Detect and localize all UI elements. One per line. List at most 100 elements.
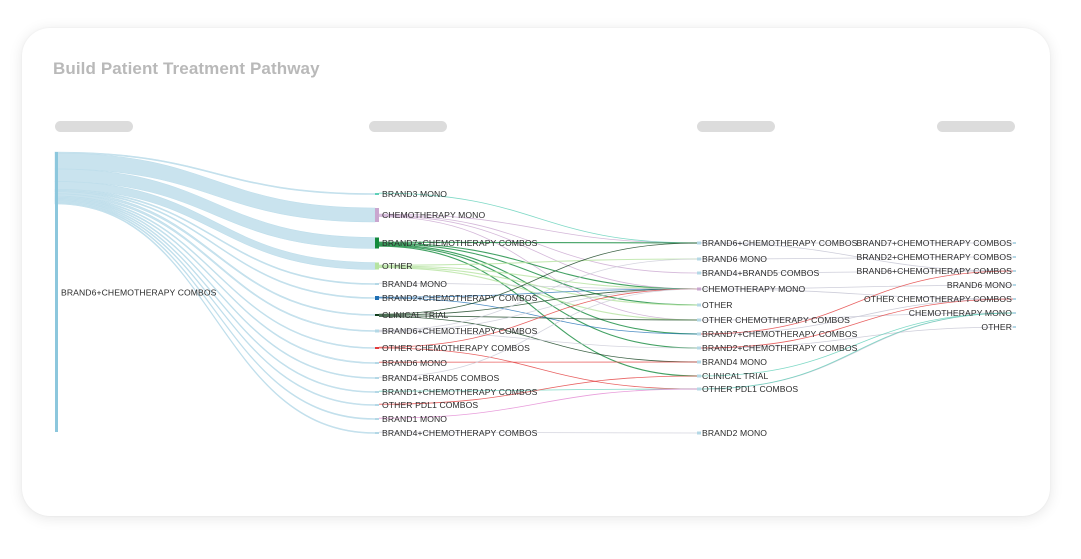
page-title: Build Patient Treatment Pathway [53, 59, 320, 78]
node-second-chemotherapy-mono[interactable] [375, 208, 379, 222]
node-second-brand6-chemotherapy-combos[interactable] [375, 329, 379, 333]
column-header-2 [369, 121, 447, 132]
flow-brand1-mono-to-other-pdl1-combos [378, 388, 698, 419]
node-second-brand7-chemotherapy-combos[interactable] [375, 237, 379, 249]
node-second-brand4-chemotherapy-combos[interactable] [375, 432, 379, 434]
flow-other-to-chemotherapy-mono [378, 265, 698, 290]
node-fourth-brand7-chemotherapy-combos[interactable] [1013, 242, 1016, 244]
node-third-other-chemotherapy-combos[interactable] [697, 318, 701, 322]
node-third-clinical-trial[interactable] [697, 374, 701, 378]
flow-brand2-chemotherapy-combos-to-other [700, 326, 1016, 349]
flow-brand7-chemotherapy-combos-to-other-chemotherapy-combos [700, 298, 1016, 335]
flow-brand7-chemotherapy-combos-to-other [378, 243, 698, 306]
node-second-brand6-mono[interactable] [375, 362, 379, 364]
node-third-brand4-brand5-combos[interactable] [697, 271, 701, 275]
node-fourth-other-chemotherapy-combos[interactable] [1013, 298, 1016, 300]
label-fourth-brand6-chemotherapy-combos: BRAND6+CHEMOTHERAPY COMBOS [857, 266, 1013, 276]
flow-brand7-chemotherapy-combos-to-clinical-trial [378, 245, 698, 377]
flow-brand7-chemotherapy-combos-to-brand2-chemotherapy-combos [378, 244, 698, 349]
node-third-brand6-mono[interactable] [697, 257, 701, 261]
node-third-chemotherapy-mono[interactable] [697, 287, 701, 291]
flow-accent-1 [700, 312, 1016, 390]
label-third-brand4-brand5-combos: BRAND4+BRAND5 COMBOS [702, 268, 819, 278]
node-third-other[interactable] [697, 303, 701, 307]
column-header-3 [697, 121, 775, 132]
label-second-brand7-chemotherapy-combos: BRAND7+CHEMOTHERAPY COMBOS [382, 238, 538, 248]
node-fourth-brand6-mono[interactable] [1013, 284, 1016, 286]
node-third-other-pdl1-combos[interactable] [697, 387, 701, 391]
label-second-other-pdl1-combos: OTHER PDL1 COMBOS [382, 400, 478, 410]
label-fourth-brand2-chemotherapy-combos: BRAND2+CHEMOTHERAPY COMBOS [857, 252, 1013, 262]
nodes [55, 152, 1016, 435]
label-second-brand1-chemotherapy-combos: BRAND1+CHEMOTHERAPY COMBOS [382, 387, 538, 397]
label-fourth-chemotherapy-mono: CHEMOTHERAPY MONO [909, 308, 1012, 318]
flow-brand6-chemotherapy-combos-to-brand2-chemotherapy-combos [378, 331, 698, 349]
flow-other-chemotherapy-combos-to-other-pdl1-combos [378, 347, 698, 390]
node-second-brand1-chemotherapy-combos[interactable] [375, 391, 379, 393]
node-second-brand4-mono[interactable] [375, 283, 379, 285]
node-second-brand4-brand5-combos[interactable] [375, 377, 379, 379]
label-second-brand6-mono: BRAND6 MONO [382, 358, 447, 368]
flow-accent-2 [700, 298, 1016, 349]
node-third-brand2-mono[interactable] [697, 431, 701, 435]
label-third-brand7-chemotherapy-combos: BRAND7+CHEMOTHERAPY COMBOS [702, 329, 858, 339]
node-labels: BRAND6+CHEMOTHERAPY COMBOS BRAND3 MONO CHE… [61, 189, 1012, 438]
node-third-brand4-mono[interactable] [697, 360, 701, 364]
flow-brand4-chemotherapy-combos-to-brand2-mono [378, 431, 698, 434]
flow-accent-0 [700, 312, 1016, 377]
node-third-brand2-chemotherapy-combos[interactable] [697, 346, 701, 350]
label-second-clinical-trial: CLINICAL TRIAL [382, 310, 448, 320]
flow-brand6-chemotherapy-combos-to-brand6-mono [378, 258, 698, 331]
flow-chemotherapy-mono-to-other-chemotherapy-combos [700, 288, 1016, 300]
label-second-brand4-mono: BRAND4 MONO [382, 279, 447, 289]
flow-accent-3 [700, 270, 1016, 335]
flow-brand6-mono-to-brand2-chemotherapy-combos [700, 256, 1016, 260]
flow-chemotherapy-mono-to-brand6-chemotherapy-combos [378, 213, 698, 244]
flow-chemotherapy-mono-to-brand4-brand5-combos [378, 214, 698, 274]
flow-clinical-trial-to-brand4-mono [378, 316, 698, 363]
links-second-to-third [378, 192, 698, 434]
label-fourth-brand6-mono: BRAND6 MONO [947, 280, 1012, 290]
flow-brand6-chemotherapy-combos-to-chemotherapy-mono [378, 288, 698, 332]
label-fourth-other-chemotherapy-combos: OTHER CHEMOTHERAPY COMBOS [864, 294, 1012, 304]
label-second-chemotherapy-mono: CHEMOTHERAPY MONO [382, 210, 485, 220]
flow-brand7-chemotherapy-combos-to-brand6-chemotherapy-combos [378, 241, 698, 244]
flow-clinical-trial-to-brand6-chemotherapy-combos [378, 242, 698, 315]
node-second-other-chemotherapy-combos[interactable] [375, 347, 379, 349]
node-fourth-brand6-chemotherapy-combos[interactable] [1013, 270, 1016, 272]
label-second-brand1-mono: BRAND1 MONO [382, 414, 447, 424]
node-second-brand3-mono[interactable] [375, 193, 379, 195]
node-fourth-brand2-chemotherapy-combos[interactable] [1013, 256, 1016, 258]
label-second-brand4-brand5-combos: BRAND4+BRAND5 COMBOS [382, 373, 499, 383]
flow-brand4-brand5-combos-to-brand6-chemotherapy-combos [700, 270, 1016, 274]
flow-other-chemotherapy-combos-to-chemotherapy-mono [378, 288, 698, 348]
flow-brand2-chemotherapy-combos-to-chemotherapy-mono [378, 288, 698, 298]
label-second-brand4-chemotherapy-combos: BRAND4+CHEMOTHERAPY COMBOS [382, 428, 538, 438]
node-second-brand2-chemotherapy-combos[interactable] [375, 296, 379, 300]
label-third-brand6-chemotherapy-combos: BRAND6+CHEMOTHERAPY COMBOS [702, 238, 858, 248]
flow-brand4-mono-to-chemotherapy-mono [378, 282, 698, 290]
flow-brand2-chemotherapy-combos-to-brand7-chemotherapy-combos [378, 297, 698, 335]
label-third-other-pdl1-combos: OTHER PDL1 COMBOS [702, 384, 798, 394]
node-second-brand1-mono[interactable] [375, 418, 379, 420]
node-second-clinical-trial[interactable] [375, 314, 379, 316]
node-fourth-chemotherapy-mono[interactable] [1013, 312, 1016, 314]
flow-brand7-chemotherapy-combos-to-chemotherapy-mono [378, 242, 698, 290]
node-second-other[interactable] [375, 262, 379, 270]
label-third-other-chemotherapy-combos: OTHER CHEMOTHERAPY COMBOS [702, 315, 850, 325]
flow-brand4-brand5-combos-to-chemotherapy-mono [378, 288, 698, 378]
flow-chemotherapy-mono-to-brand6-mono [700, 284, 1016, 290]
links-first-to-second [54, 151, 376, 434]
label-fourth-other: OTHER [981, 322, 1012, 332]
node-source[interactable] [55, 152, 58, 432]
node-fourth-other[interactable] [1013, 326, 1016, 328]
links-third-to-fourth [700, 242, 1016, 390]
node-third-brand6-chemotherapy-combos[interactable] [697, 241, 701, 245]
label-third-brand4-mono: BRAND4 MONO [702, 357, 767, 367]
label-third-brand2-mono: BRAND2 MONO [702, 428, 767, 438]
node-second-other-pdl1-combos[interactable] [375, 404, 379, 406]
node-third-brand7-chemotherapy-combos[interactable] [697, 332, 701, 336]
label-third-clinical-trial: CLINICAL TRIAL [702, 371, 768, 381]
label-third-other: OTHER [702, 300, 733, 310]
flow-other-pdl1-combos-to-clinical-trial [378, 375, 698, 405]
